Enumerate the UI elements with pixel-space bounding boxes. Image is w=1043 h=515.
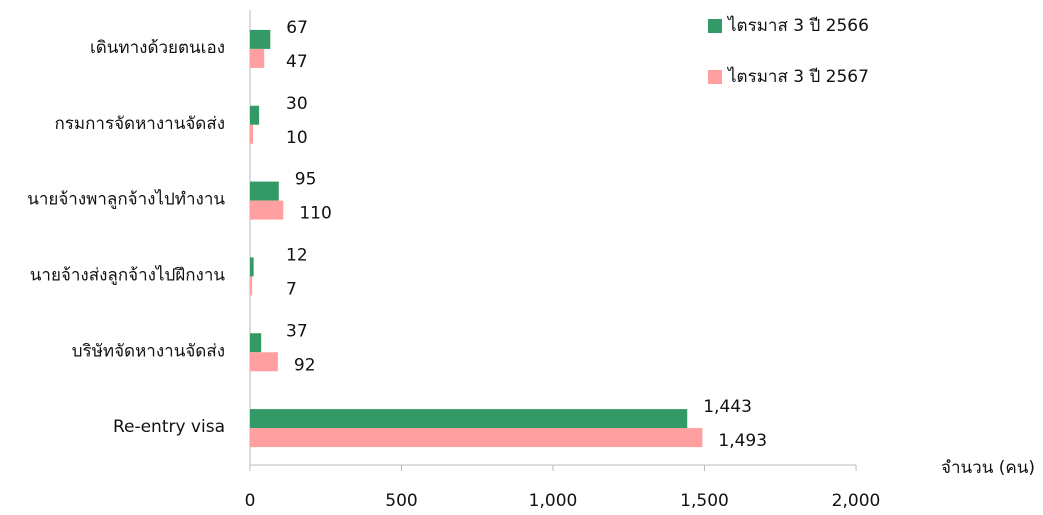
bar — [250, 409, 688, 429]
y-tick-label: กรมการจัดหางานจัดส่ง — [55, 114, 226, 134]
value-label: 1,493 — [718, 431, 767, 451]
value-label: 47 — [286, 52, 308, 72]
bar — [250, 181, 279, 201]
bar — [250, 105, 260, 125]
value-label: 67 — [286, 18, 308, 38]
x-axis-label: จำนวน (คน) — [941, 458, 1035, 478]
bar — [250, 276, 253, 296]
bar — [250, 428, 703, 448]
bar — [250, 29, 271, 49]
bar — [250, 333, 262, 353]
bar — [250, 48, 265, 68]
legend-label: ไตรมาส 3 ปี 2567 — [726, 66, 869, 87]
y-tick-label: เดินทางด้วยตนเอง — [90, 38, 225, 58]
legend-swatch — [708, 19, 722, 33]
legend-label: ไตรมาส 3 ปี 2566 — [726, 15, 869, 36]
x-tick-label: 1,500 — [680, 491, 729, 511]
value-label: 10 — [286, 128, 308, 148]
x-tick-label: 2,000 — [832, 491, 881, 511]
value-label: 95 — [295, 170, 317, 190]
value-label: 1,443 — [703, 397, 752, 417]
bar — [250, 124, 254, 144]
y-tick-label: บริษัทจัดหางานจัดส่ง — [72, 341, 225, 361]
value-label: 110 — [299, 204, 331, 224]
bar — [250, 257, 254, 277]
value-label: 37 — [286, 321, 308, 341]
bar — [250, 200, 284, 220]
x-tick-label: 0 — [245, 491, 256, 511]
y-tick-label: Re-entry visa — [113, 417, 225, 437]
y-tick-label: นายจ้างพาลูกจ้างไปทำงาน — [27, 189, 225, 210]
legend-swatch — [708, 70, 722, 84]
x-tick-label: 1,000 — [529, 491, 578, 511]
value-label: 7 — [286, 279, 297, 299]
value-label: 30 — [286, 94, 308, 114]
value-label: 12 — [286, 245, 308, 265]
bar — [250, 352, 278, 372]
y-tick-label: นายจ้างส่งลูกจ้างไปฝึกงาน — [30, 264, 226, 285]
x-tick-label: 500 — [385, 491, 417, 511]
value-label: 92 — [294, 355, 316, 375]
